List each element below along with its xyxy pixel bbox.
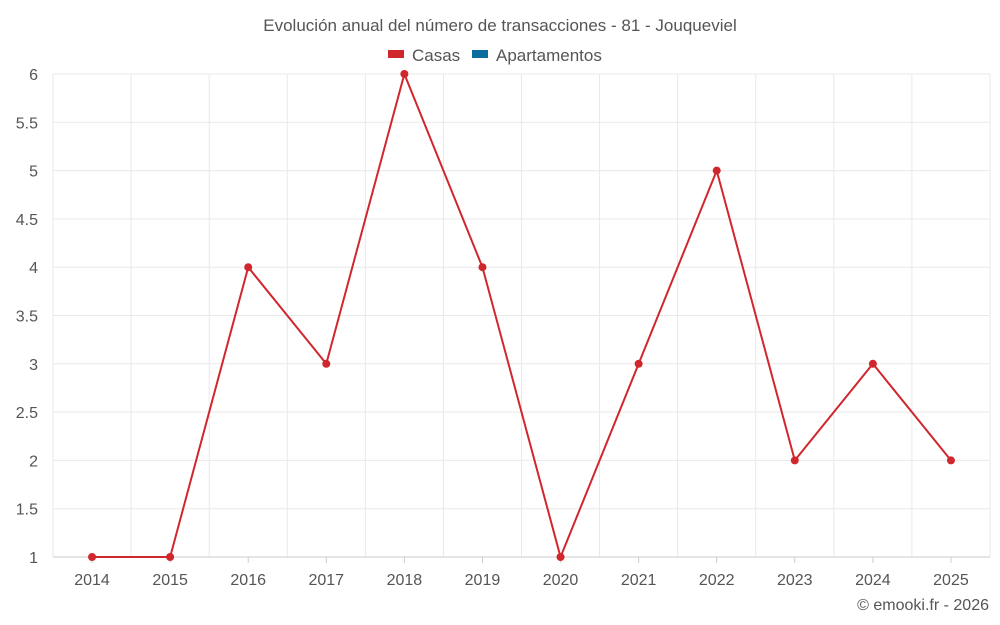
x-axis: 2014 2015 2016 2017 2018 2019 2020 2021 2022 2023… [53,556,990,589]
data-point-casas[interactable] [88,553,97,561]
legend-item-casas[interactable]: Casas [388,46,460,65]
x-tick-label: 2018 [387,572,423,589]
y-tick-label: 1 [29,550,38,567]
x-tick-label: 2017 [308,572,344,589]
credit-text: © emooki.fr - 2026 [857,597,989,614]
legend-swatch-casas [388,50,404,58]
x-tick-label: 2025 [933,572,969,589]
x-tick-label: 2024 [855,572,891,589]
y-tick-label: 1.5 [16,502,38,519]
data-point-casas[interactable] [556,553,565,561]
legend-label-casas: Casas [412,46,460,65]
legend-item-apartamentos[interactable]: Apartamentos [472,46,602,65]
legend-swatch-apartamentos [472,50,488,58]
data-point-casas[interactable] [244,263,253,272]
series-line-casas [92,73,952,558]
grid [52,73,991,558]
data-point-casas[interactable] [166,553,175,561]
y-tick-label: 2 [29,453,38,470]
x-tick-label: 2019 [465,572,501,589]
y-tick-label: 3 [29,357,38,374]
y-tick-label: 4.5 [16,212,38,229]
data-point-casas[interactable] [868,359,877,368]
x-tick-label: 2014 [74,572,110,589]
x-tick-label: 2020 [543,572,579,589]
y-tick-label: 5.5 [16,115,38,132]
data-point-casas[interactable] [322,359,331,368]
data-point-casas[interactable] [478,263,487,272]
y-tick-label: 5 [29,164,38,181]
y-tick-label: 6 [29,67,38,84]
data-point-casas[interactable] [712,166,721,175]
data-point-casas[interactable] [400,70,409,78]
y-tick-label: 4 [29,260,38,277]
y-axis: 1 1.5 2 2.5 3 3.5 4 4.5 5 5.5 6 [16,67,38,567]
plot-area [88,70,955,561]
y-tick-label: 3.5 [16,309,38,326]
y-tick-label: 2.5 [16,405,38,422]
data-point-casas[interactable] [634,359,643,368]
x-tick-label: 2016 [230,572,266,589]
legend: Casas Apartamentos [388,46,602,65]
data-point-casas[interactable] [790,456,799,465]
x-tick-label: 2023 [777,572,813,589]
data-point-casas[interactable] [946,456,955,465]
legend-label-apartamentos: Apartamentos [496,46,602,65]
x-tick-label: 2022 [699,572,735,589]
x-tick-label: 2015 [152,572,188,589]
chart-title: Evolución anual del número de transaccio… [263,16,736,35]
x-tick-label: 2021 [621,572,657,589]
